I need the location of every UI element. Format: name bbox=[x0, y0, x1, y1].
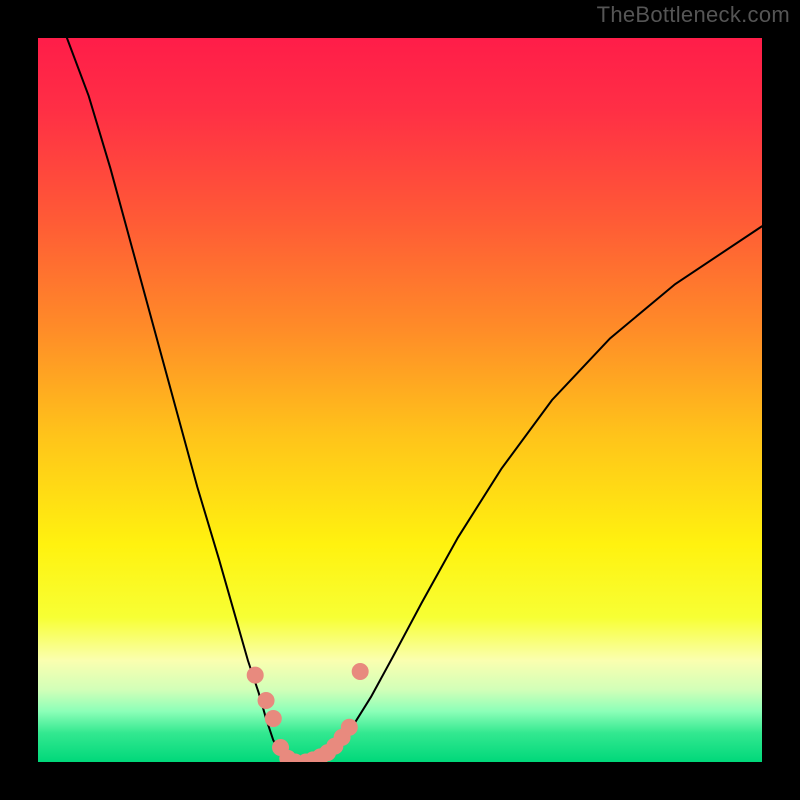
chart-svg bbox=[38, 38, 762, 762]
watermark-text: TheBottleneck.com bbox=[597, 2, 790, 28]
marker-point bbox=[258, 692, 274, 708]
marker-point bbox=[341, 719, 357, 735]
marker-point bbox=[265, 711, 281, 727]
marker-point bbox=[247, 667, 263, 683]
plot-area bbox=[38, 38, 762, 762]
gradient-background bbox=[38, 38, 762, 762]
marker-point bbox=[352, 664, 368, 680]
outer-frame: TheBottleneck.com bbox=[0, 0, 800, 800]
